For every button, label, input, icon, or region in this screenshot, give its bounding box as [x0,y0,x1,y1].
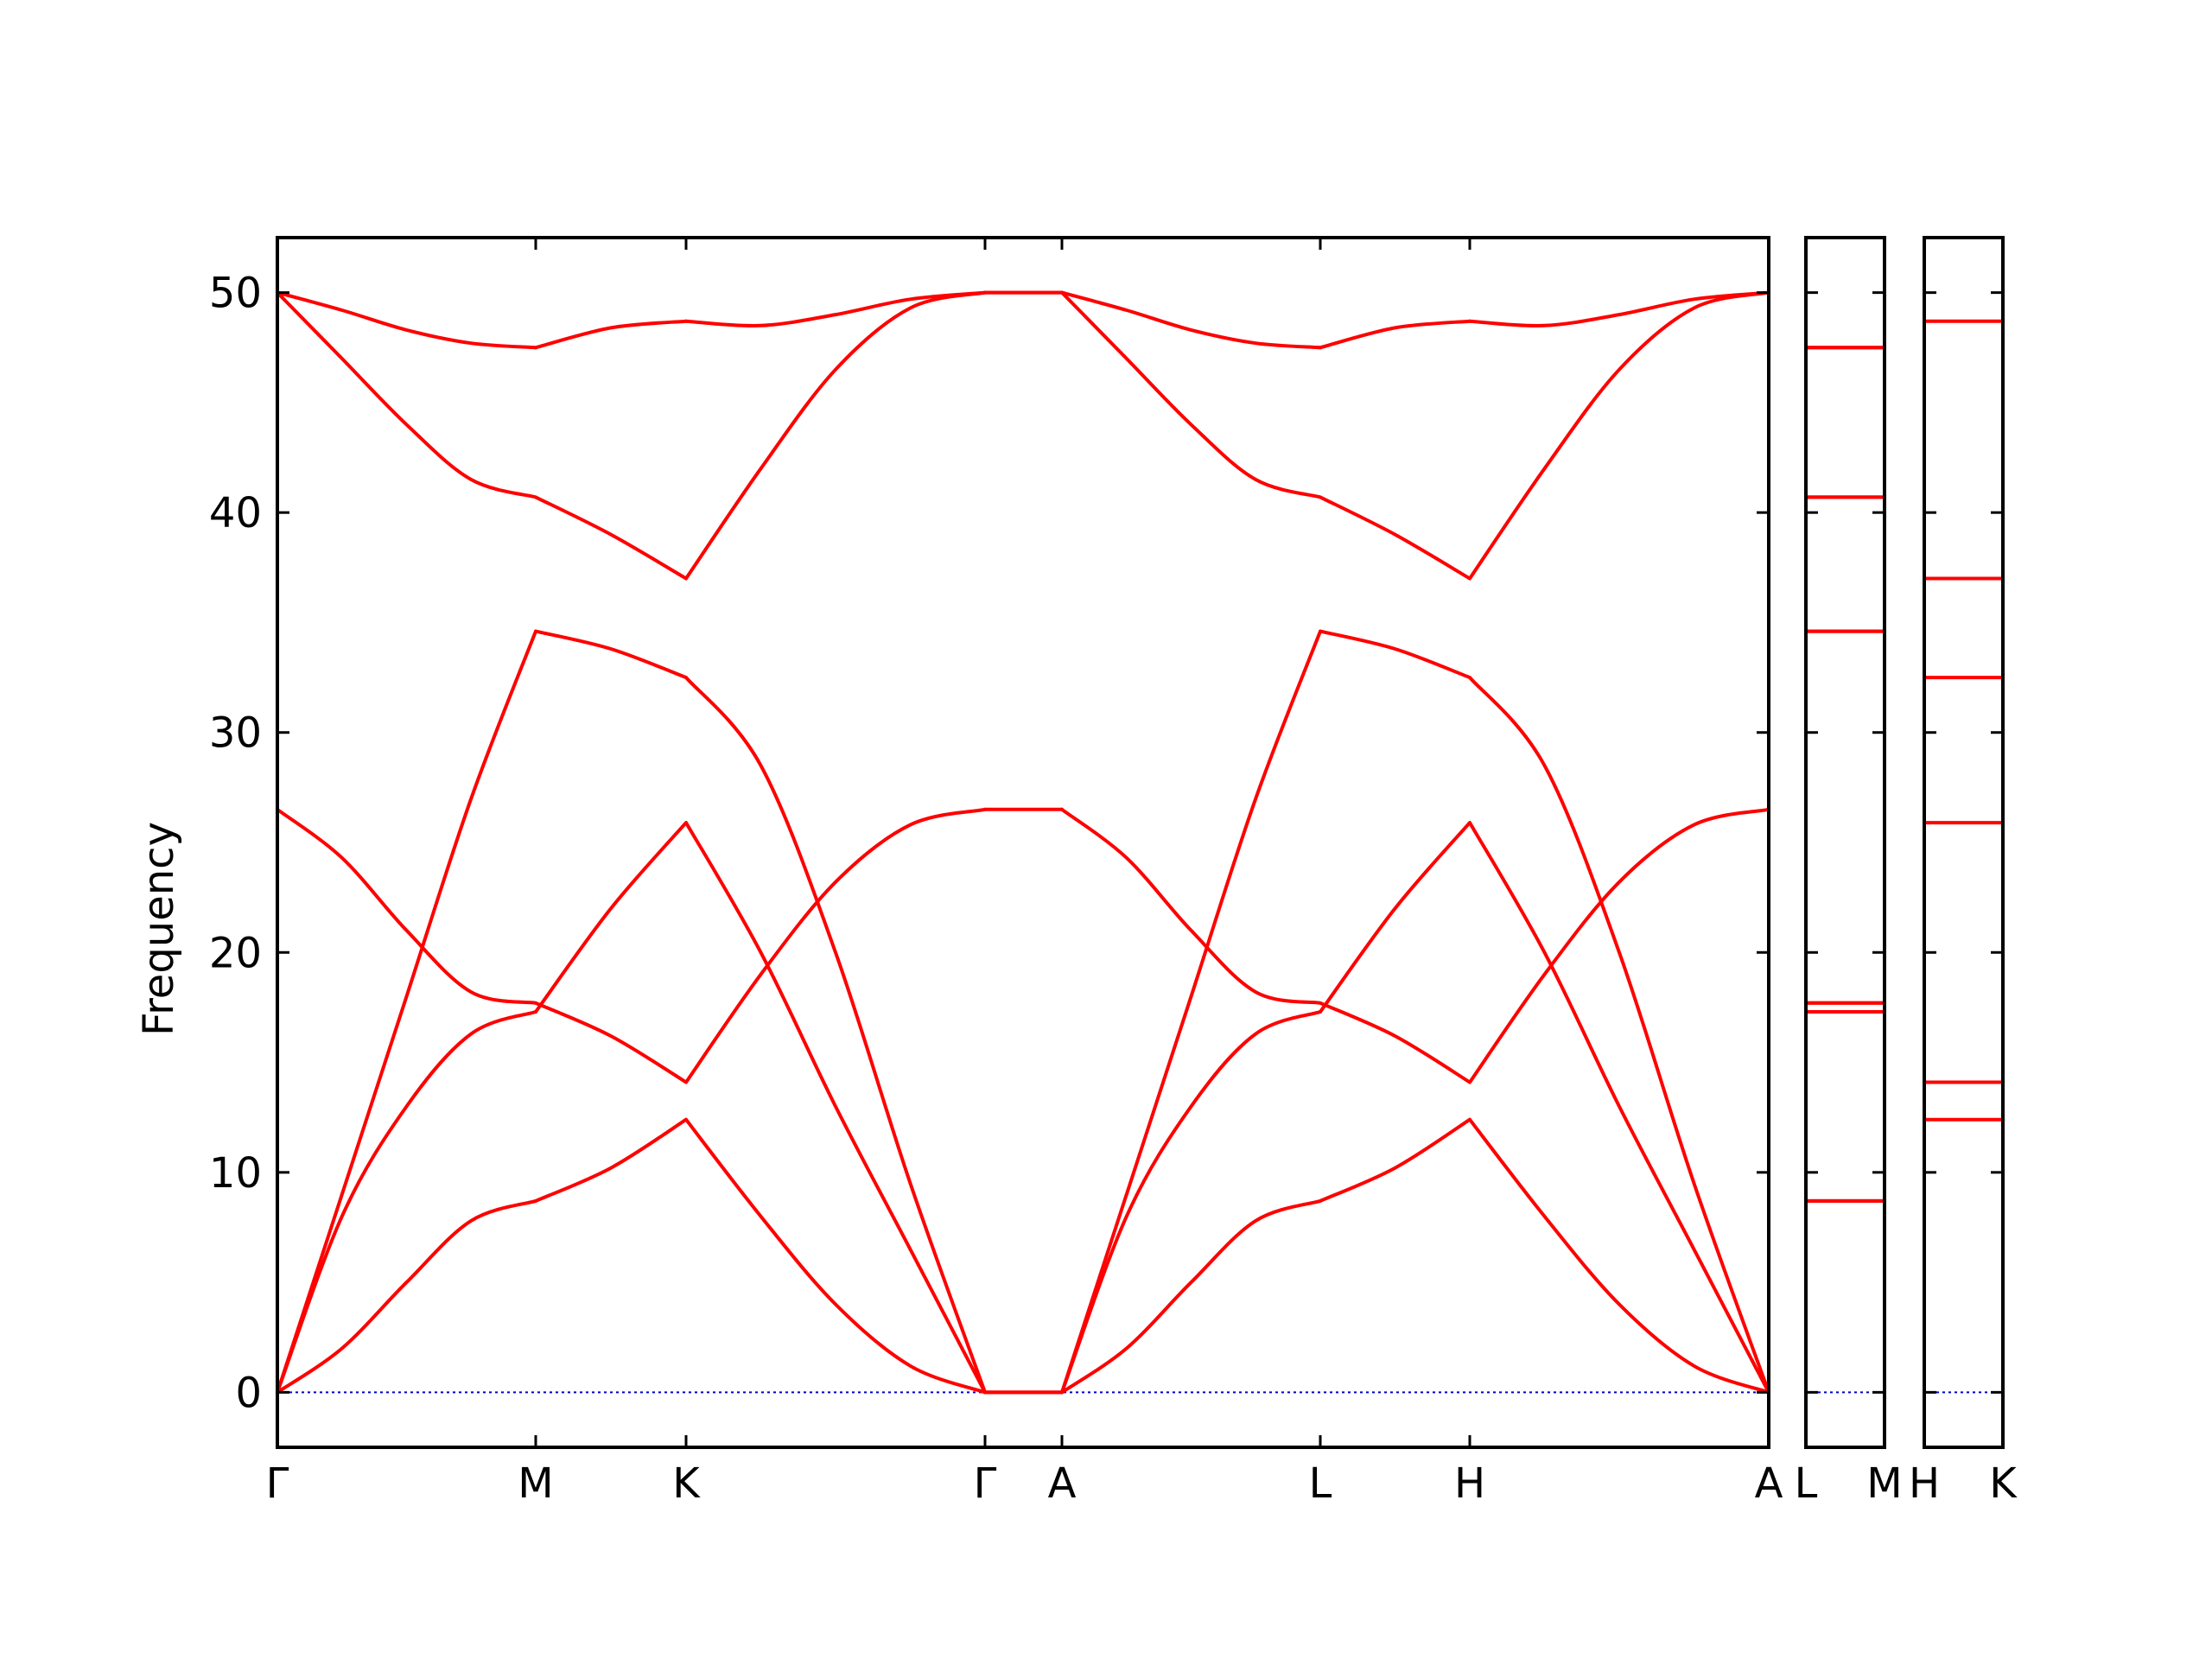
x-tick-label: M [518,1459,553,1508]
band-line [1468,1117,1770,1395]
x-tick-label: H [1909,1459,1940,1508]
band-line [276,1010,537,1395]
band-line [1319,1117,1471,1203]
y-tick-label: 40 [209,489,262,537]
band-line [1060,1198,1322,1395]
band-line [1319,1001,1471,1084]
band-line [684,676,987,1395]
band-line [534,495,688,581]
band-line [276,290,537,350]
y-tick-label: 30 [209,709,262,758]
plot-frame [1923,236,2005,1449]
band-line [1060,290,1322,350]
x-tick-label: A [1755,1459,1783,1508]
band-line [534,1117,688,1203]
x-tick-label: K [1989,1459,2018,1508]
y-tick-label: 20 [209,929,262,977]
band-line [276,290,537,499]
band-line [1060,629,1322,1395]
band-line [1468,676,1770,1395]
plot-frame [1804,236,1886,1449]
plot-frame [276,236,1770,1449]
band-line [1468,290,1770,581]
x-tick-label: Γ [974,1459,997,1508]
band-line [534,821,688,1014]
band-line [684,1117,987,1395]
band-line [1060,290,1322,499]
band-line [276,1198,537,1395]
x-tick-label: M [1866,1459,1902,1508]
band-line [1060,807,1322,1005]
y-tick-label: 50 [209,270,262,318]
panel-0: 0 10 20 30 40 50 Γ M K Γ A L H A [209,236,1783,1508]
band-line [1319,629,1471,680]
band-line [684,807,987,1084]
y-tick-label: 0 [235,1369,262,1417]
band-line [1468,821,1770,1395]
band-line [534,1001,688,1084]
band-line [1468,807,1770,1084]
x-tick-label: L [1795,1459,1818,1508]
band-line [684,290,987,581]
band-line [1468,290,1770,327]
x-tick-label: K [672,1459,701,1508]
x-tick-label: H [1454,1459,1485,1508]
band-line [1319,495,1471,581]
band-line [1319,821,1471,1014]
band-line [534,629,688,680]
band-line [1060,1010,1322,1395]
x-tick-label: A [1048,1459,1077,1508]
x-tick-label: L [1309,1459,1332,1508]
band-line [1319,319,1471,350]
band-line [684,290,987,327]
x-tick-label: Γ [266,1459,289,1508]
band-line [276,807,537,1005]
y-tick-label: 10 [209,1149,262,1198]
band-line [534,319,688,350]
band-line [684,821,987,1395]
band-line [276,629,537,1395]
y-axis-label: Frequency [135,822,183,1036]
